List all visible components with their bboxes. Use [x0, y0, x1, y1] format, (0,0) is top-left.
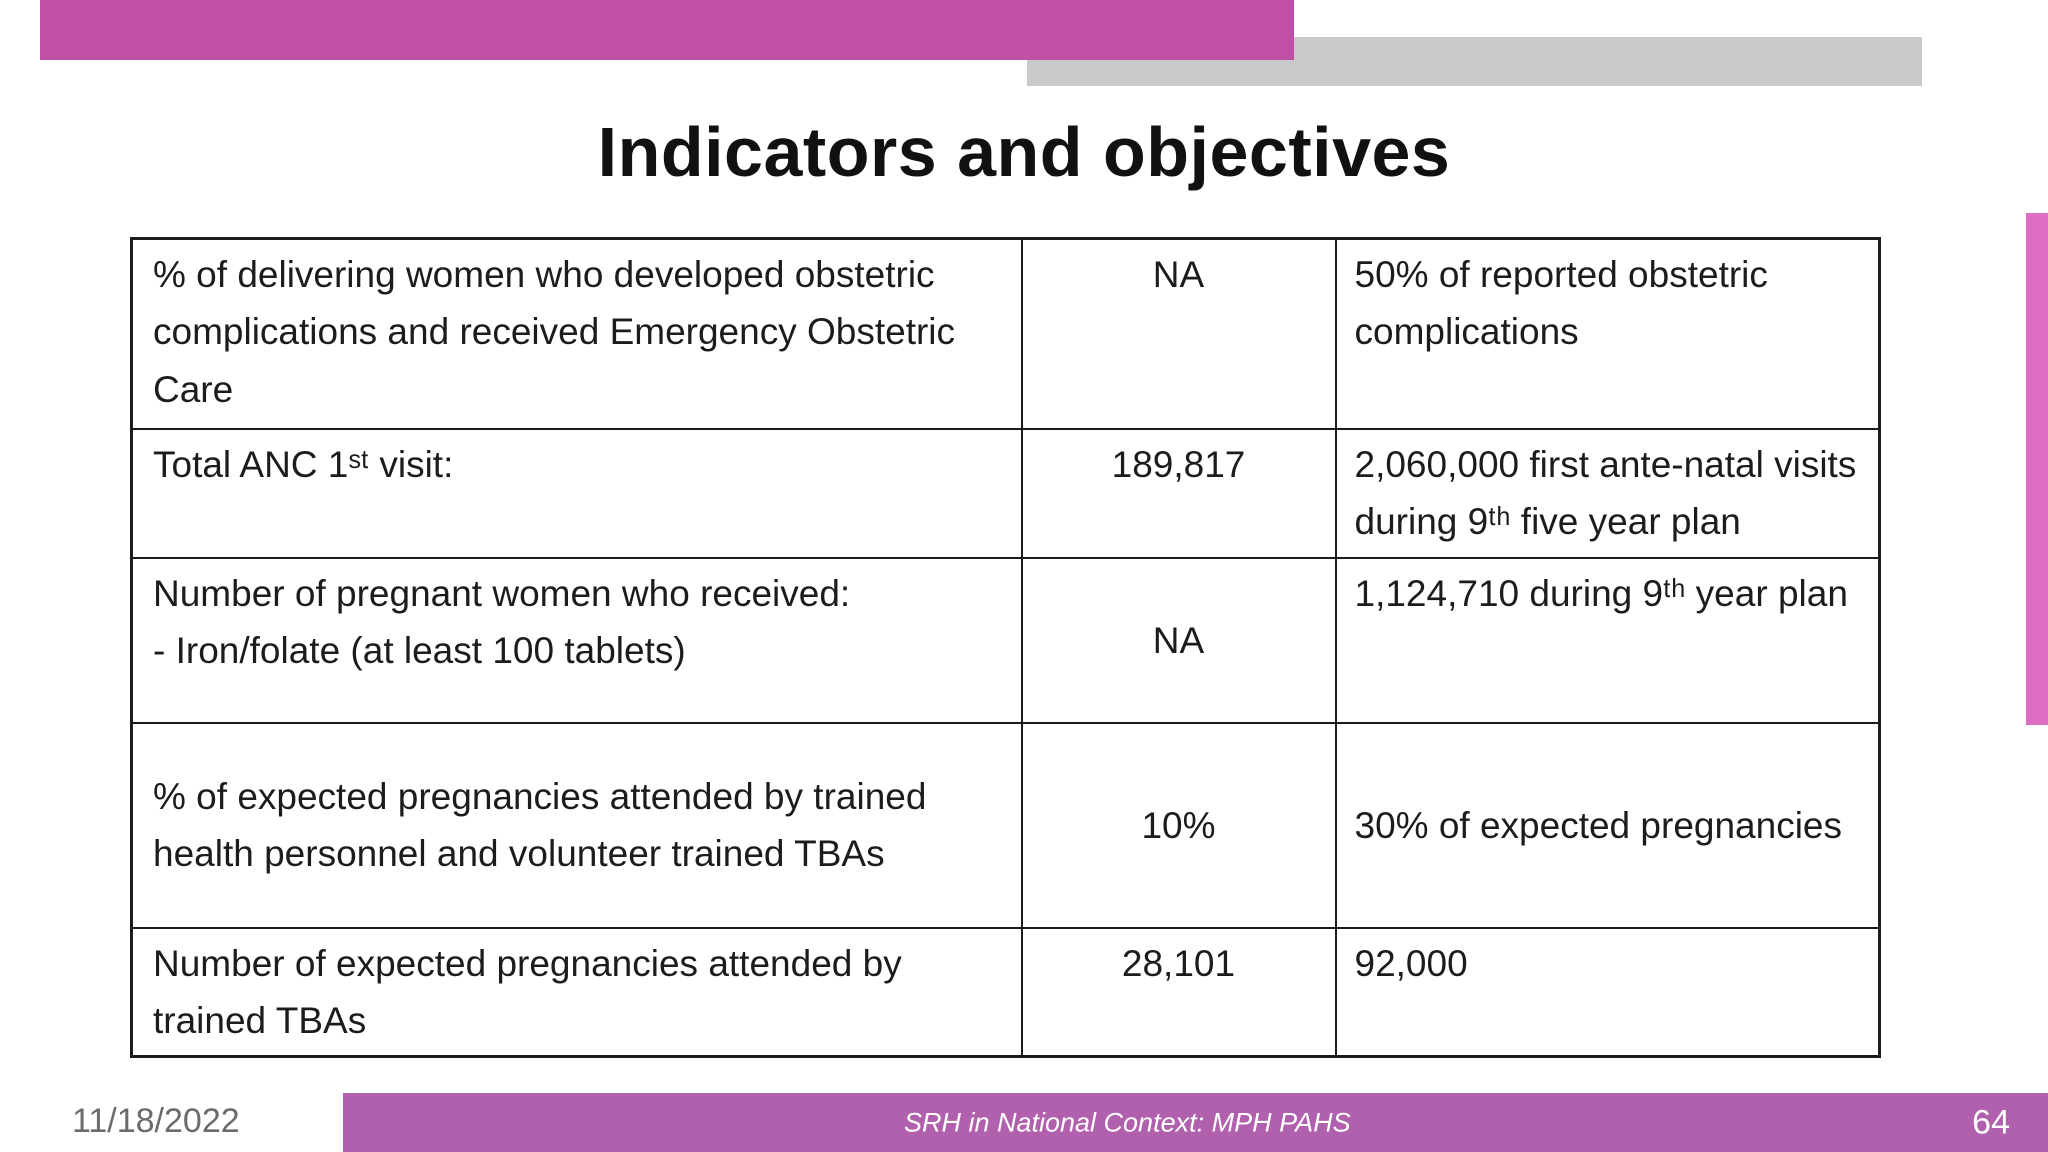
indicators-table: % of delivering women who developed obst… [130, 237, 1881, 1059]
target-cell: 30% of expected pregnancies [1334, 721, 1881, 929]
table-row: % of expected pregnancies attended by tr… [130, 721, 1881, 929]
table-row: Number of expected pregnancies attended … [130, 926, 1881, 1058]
footer-page-number: 64 [1972, 1103, 2010, 1141]
target-cell: 1,124,710 during 9ᵗʰ year plan [1334, 556, 1881, 724]
footer-date: 11/18/2022 [72, 1102, 240, 1140]
achieved-cell: NA [1020, 556, 1337, 724]
table-row: Number of pregnant women who received: -… [130, 556, 1881, 724]
top-magenta-bar [40, 0, 1294, 60]
indicator-cell: % of delivering women who developed obst… [130, 237, 1023, 430]
target-cell: 50% of reported obstetric complications [1334, 237, 1881, 430]
table-row: % of delivering women who developed obst… [130, 237, 1881, 430]
table-row: Total ANC 1ˢᵗ visit: 189,817 2,060,000 f… [130, 428, 1881, 559]
target-cell: 2,060,000 first ante-natal visits during… [1334, 428, 1881, 559]
footer-bar: SRH in National Context: MPH PAHS 64 [343, 1093, 2048, 1152]
footer-caption: SRH in National Context: MPH PAHS [903, 1107, 1351, 1137]
page-title: Indicators and objectives [597, 113, 1451, 191]
indicator-cell: Number of expected pregnancies attended … [130, 926, 1023, 1058]
achieved-cell: 189,817 [1020, 428, 1337, 559]
achieved-cell: 28,101 [1020, 926, 1337, 1058]
indicator-cell: Total ANC 1ˢᵗ visit: [130, 428, 1023, 559]
achieved-cell: 10% [1020, 721, 1337, 929]
target-cell: 92,000 [1334, 926, 1881, 1058]
indicator-cell: % of expected pregnancies attended by tr… [130, 721, 1023, 929]
right-pink-bar [2026, 213, 2048, 725]
indicator-cell: Number of pregnant women who received: -… [130, 556, 1023, 724]
achieved-cell: NA [1020, 237, 1337, 430]
